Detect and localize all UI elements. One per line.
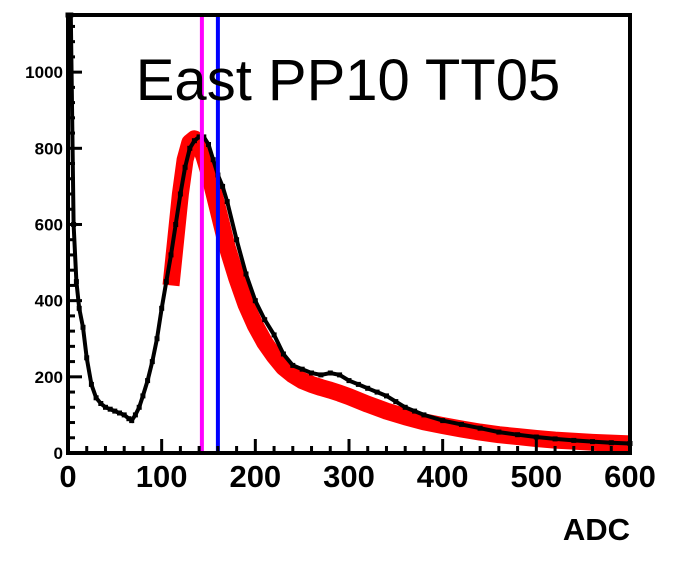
ticks-layer: 0 200 400 600 800 1000 0 100 200 300 400 500 600 <box>25 24 656 494</box>
histogram-point <box>224 199 230 205</box>
histogram-point <box>149 359 155 365</box>
histogram-point <box>187 145 193 151</box>
histogram-point <box>98 401 104 406</box>
histogram-point <box>412 408 418 414</box>
y-tick-label: 0 <box>54 444 63 463</box>
histogram-point <box>533 434 539 440</box>
histogram-point <box>496 429 502 435</box>
histogram-point <box>112 408 118 414</box>
histogram-point <box>290 362 296 368</box>
histogram-point <box>402 404 408 410</box>
histogram-point <box>84 355 90 361</box>
x-tick-label: 0 <box>59 459 76 494</box>
histogram-point <box>129 418 135 424</box>
histogram-point <box>374 389 380 395</box>
histogram-point <box>191 138 197 144</box>
histogram-point <box>309 370 314 376</box>
vertical-lines-layer <box>199 15 220 453</box>
histogram-point <box>318 372 324 378</box>
histogram-point <box>173 222 179 227</box>
x-tick-label: 600 <box>604 459 656 494</box>
histogram-point <box>136 404 142 410</box>
histogram-point <box>243 271 249 277</box>
histogram-point <box>163 279 169 285</box>
y-tick-label: 400 <box>35 292 63 311</box>
histogram-point <box>280 351 286 357</box>
histogram-point <box>154 336 160 342</box>
histogram-point <box>177 191 183 197</box>
histogram-point <box>159 305 165 311</box>
histogram-point <box>458 421 464 427</box>
chart-title: East PP10 TT05 <box>136 48 561 113</box>
histogram-point <box>234 237 240 243</box>
histogram-point <box>220 183 226 189</box>
y-tick-label: 1000 <box>25 63 63 82</box>
histogram-point <box>346 378 352 384</box>
histogram-point <box>210 157 216 163</box>
histogram-point <box>252 298 258 304</box>
histogram-point <box>196 134 202 140</box>
x-tick-label: 100 <box>136 459 188 494</box>
histogram-point <box>590 439 595 445</box>
histogram-point <box>88 381 94 387</box>
histogram-point <box>384 393 389 399</box>
histogram-point <box>477 425 483 431</box>
histogram-point <box>107 406 113 412</box>
histogram-point <box>571 437 577 443</box>
x-tick-label: 500 <box>510 459 562 494</box>
histogram-point <box>168 252 174 258</box>
histogram-point <box>299 366 305 372</box>
plot-frame <box>66 13 632 455</box>
histogram-point <box>440 418 446 424</box>
histogram-point <box>393 399 399 405</box>
y-tick-label: 600 <box>35 215 63 234</box>
histogram-point <box>262 317 268 323</box>
histogram-point <box>76 305 82 311</box>
histogram-point <box>80 324 86 330</box>
histogram-point <box>337 372 343 378</box>
histogram-point <box>117 410 122 416</box>
histogram-point <box>355 381 361 387</box>
histogram-point <box>140 393 146 399</box>
histogram-point <box>121 412 127 418</box>
y-tick-label: 200 <box>35 368 63 387</box>
histogram-point <box>515 432 521 438</box>
histogram-point <box>73 279 79 285</box>
x-tick-label: 400 <box>417 459 469 494</box>
histogram-point <box>206 142 211 147</box>
histogram-point <box>365 385 371 391</box>
x-tick-label: 200 <box>229 459 281 494</box>
histogram-point <box>126 416 132 422</box>
histogram-point <box>421 412 427 418</box>
x-tick-label: 300 <box>323 459 375 494</box>
histogram-point <box>552 436 558 442</box>
histogram-point <box>608 440 614 446</box>
histogram-point <box>145 378 151 384</box>
y-tick-label: 800 <box>35 139 63 158</box>
histogram-point <box>103 404 108 410</box>
histogram-point <box>93 395 99 401</box>
histogram-point <box>327 370 333 376</box>
histogram-point <box>182 164 188 170</box>
x-axis-label: ADC <box>563 512 630 547</box>
histogram-point <box>271 332 277 338</box>
histogram-point <box>132 412 138 418</box>
